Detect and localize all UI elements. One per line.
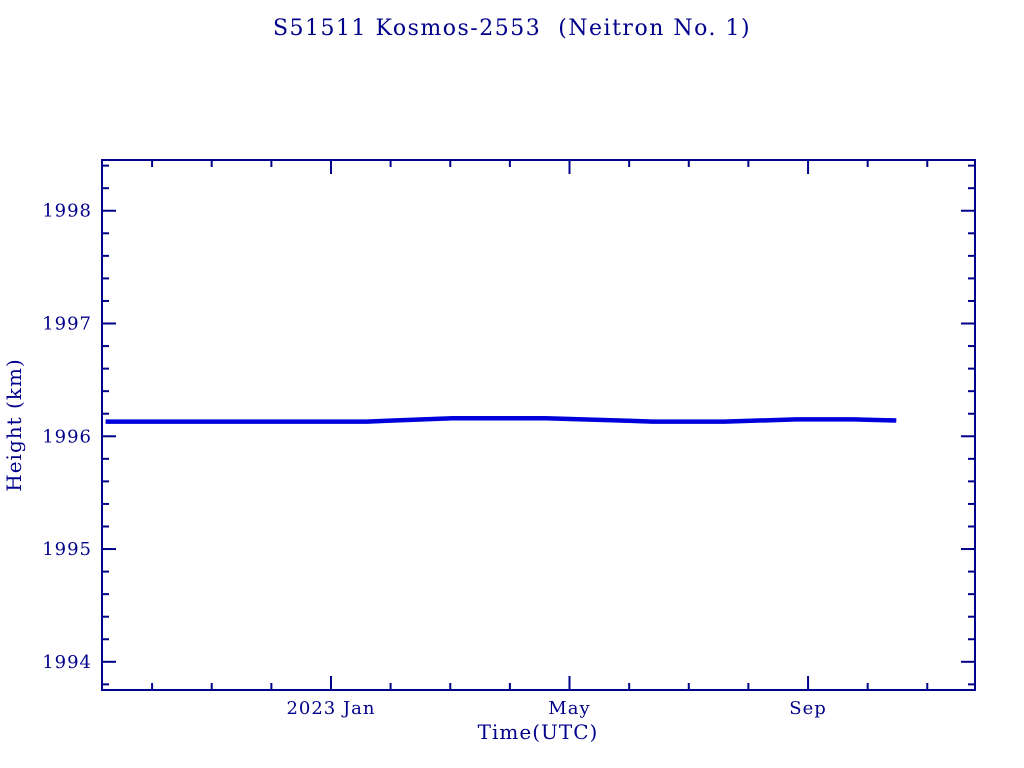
x-axis-label: Time(UTC)	[477, 720, 599, 744]
x-tick-label: May	[548, 698, 590, 719]
y-tick-label: 1996	[42, 426, 92, 447]
series-orbit-height	[105, 415, 897, 424]
y-tick-label: 1997	[42, 314, 92, 335]
chart-title: S51511 Kosmos-2553 (Neitron No. 1)	[272, 16, 752, 41]
x-tick-label: 2023 Jan	[286, 698, 375, 719]
x-tick-label: Sep	[789, 698, 827, 719]
y-tick-label: 1998	[42, 201, 92, 222]
plot-frame	[101, 159, 976, 691]
y-tick-label: 1994	[42, 652, 92, 673]
y-tick-label: 1995	[42, 539, 92, 560]
